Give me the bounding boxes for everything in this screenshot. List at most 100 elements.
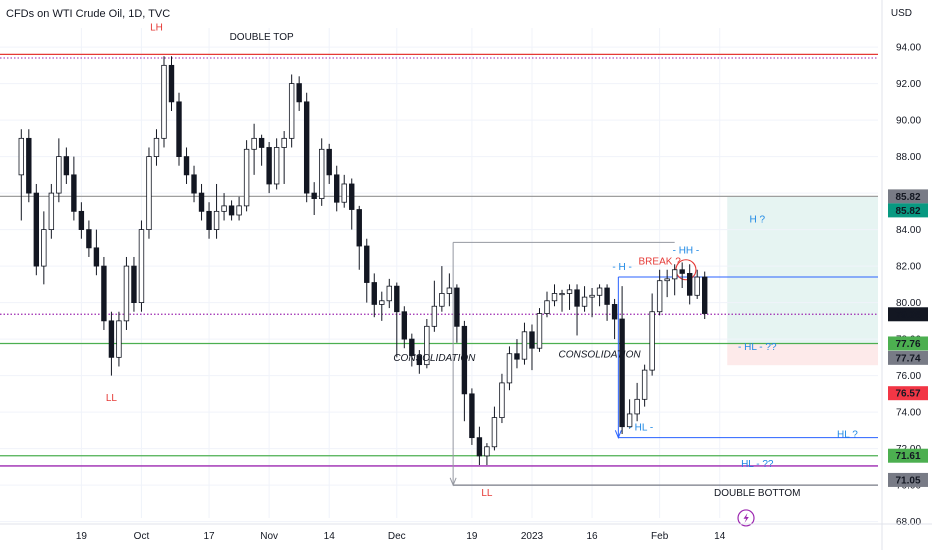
candle-body	[521, 331, 528, 360]
candle-body	[491, 417, 498, 448]
candle	[288, 74, 295, 148]
candle-body	[198, 192, 205, 212]
candle-body	[686, 272, 693, 296]
x-tick-label: 14	[714, 531, 726, 542]
candle	[574, 284, 580, 336]
y-tick-label: 68.00	[896, 517, 921, 528]
price-badge: 85.82	[888, 189, 928, 204]
candle-body	[439, 293, 445, 307]
horizontal-levels	[0, 53, 878, 467]
candle-body	[656, 280, 663, 313]
candle-body	[514, 353, 520, 360]
candle	[41, 211, 47, 285]
candle	[153, 129, 160, 166]
candle	[131, 256, 137, 312]
chart-title: CFDs on WTI Crude Oil, 1D, TVC	[6, 8, 171, 20]
candle	[461, 320, 468, 422]
y-tick-label: 74.00	[896, 408, 921, 419]
candle-body	[303, 101, 310, 194]
candle-body	[138, 229, 145, 304]
annotation-label: DOUBLE TOP	[230, 32, 294, 43]
candle	[446, 273, 453, 307]
candle	[521, 322, 528, 365]
annotation-label: HL ?	[837, 430, 858, 441]
candle-body	[551, 293, 558, 302]
candle	[686, 264, 693, 305]
candle-body	[349, 183, 355, 210]
candle-body	[258, 137, 265, 148]
candle-body	[48, 192, 55, 231]
candle	[394, 282, 400, 358]
annotation-label: LH	[150, 23, 163, 34]
y-axis: 94.0092.0090.0088.0086.0084.0082.0080.00…	[881, 0, 921, 550]
annotation-label: BREAK ?	[639, 256, 682, 267]
candle-body	[529, 331, 535, 349]
candle	[168, 56, 175, 111]
annotation-label: LL	[481, 488, 493, 499]
candle-body	[424, 325, 430, 366]
annotation-label: - HL - ??	[738, 342, 777, 353]
candle	[311, 182, 317, 215]
candle	[544, 291, 550, 318]
candle-body	[596, 287, 603, 296]
candle	[476, 426, 483, 466]
price-badge-label: 79.36	[895, 310, 920, 321]
chart-background	[727, 196, 878, 366]
candle	[71, 156, 77, 221]
candle-body	[183, 156, 190, 176]
annotation-label: - HH -	[673, 245, 700, 256]
candle-body	[236, 205, 242, 216]
candle	[63, 147, 70, 184]
y-tick-label: 82.00	[896, 262, 921, 273]
candle	[656, 269, 663, 316]
candle	[604, 284, 610, 321]
price-badge-bg	[888, 350, 928, 365]
candle	[506, 346, 513, 391]
candle	[386, 278, 392, 309]
candle	[116, 311, 122, 367]
candle-body	[296, 83, 302, 103]
price-badge: 79.36	[888, 307, 928, 322]
candle-body	[544, 300, 550, 314]
candle-body	[446, 287, 453, 294]
annotations: LH DOUBLE TOP LL CONSOLIDATION LL CONSOLIDATI…	[106, 23, 858, 527]
candle	[56, 138, 62, 203]
candle	[559, 289, 565, 312]
candle-body	[311, 192, 317, 199]
candle-body	[123, 265, 130, 322]
candle-body	[604, 287, 610, 305]
candle-body	[108, 320, 115, 358]
x-tick-label: Nov	[260, 531, 278, 542]
y-tick-label: 76.00	[896, 371, 921, 382]
candle	[439, 266, 445, 312]
candle	[326, 143, 332, 184]
candle-body	[213, 210, 220, 231]
annotation-label: - H -	[612, 262, 631, 273]
candle-body	[401, 311, 408, 340]
candle-body	[454, 287, 460, 327]
candle	[206, 202, 212, 239]
candle	[191, 165, 197, 203]
candle	[491, 406, 498, 451]
candle-body	[694, 276, 700, 296]
candle-body	[266, 147, 272, 185]
candle	[93, 229, 100, 276]
price-badge-bg	[888, 386, 928, 401]
candle	[213, 183, 220, 239]
candle-body	[318, 148, 325, 199]
candle-body	[93, 247, 100, 267]
candle	[431, 280, 438, 332]
candle-body	[589, 294, 595, 298]
candle-body	[243, 148, 250, 207]
price-badge: 85.82	[888, 203, 928, 218]
candle-body	[18, 137, 24, 176]
candle-body	[679, 269, 685, 274]
price-badge-bg	[888, 203, 928, 218]
candle-body	[649, 311, 655, 371]
candle	[649, 293, 655, 376]
candle	[33, 183, 40, 276]
candle-body	[176, 101, 182, 157]
candle-body	[33, 192, 40, 267]
candle	[641, 364, 648, 407]
